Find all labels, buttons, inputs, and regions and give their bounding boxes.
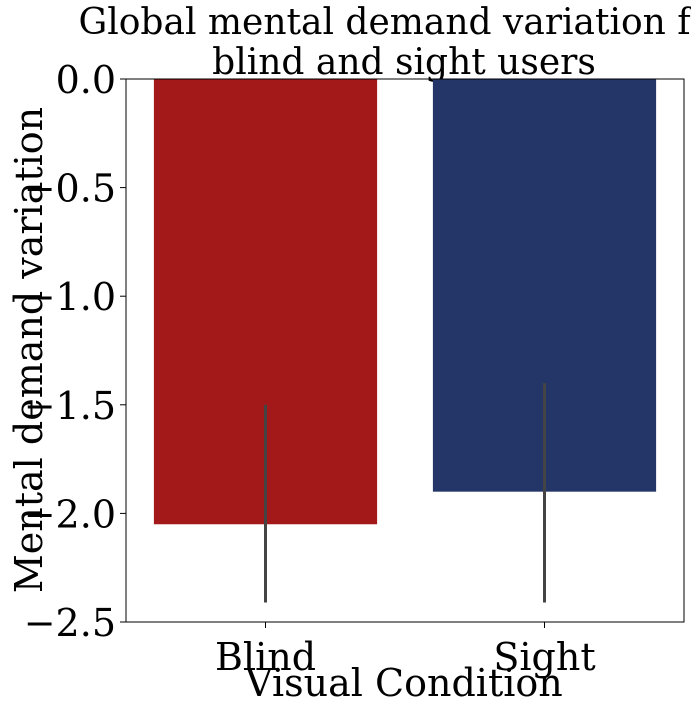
x-axis-ticks: Blind Sight [215, 622, 596, 679]
chart-title-line-1: Global mental demand variation for [78, 2, 691, 43]
y-tick-label: −2.0 [24, 492, 116, 536]
x-tick-label: Blind [215, 635, 316, 679]
y-tick-label: −1.0 [24, 275, 116, 319]
bars-group [153, 79, 657, 525]
chart-title-line-2: blind and sight users [212, 42, 596, 83]
y-tick-label: −0.5 [24, 167, 116, 211]
x-axis-label: Visual Condition [244, 661, 562, 705]
y-tick-label: 0.0 [56, 58, 116, 102]
y-axis-ticks: 0.0 −0.5 −1.0 −1.5 −2.0 −2.5 [24, 58, 126, 645]
y-axis-label: Mental demand variation [7, 107, 51, 593]
error-bars-group [264, 383, 546, 603]
y-tick-label: −2.5 [24, 601, 116, 645]
x-tick-label: Sight [493, 635, 595, 679]
y-tick-label: −1.5 [24, 384, 116, 428]
plot-frame [125, 78, 685, 623]
